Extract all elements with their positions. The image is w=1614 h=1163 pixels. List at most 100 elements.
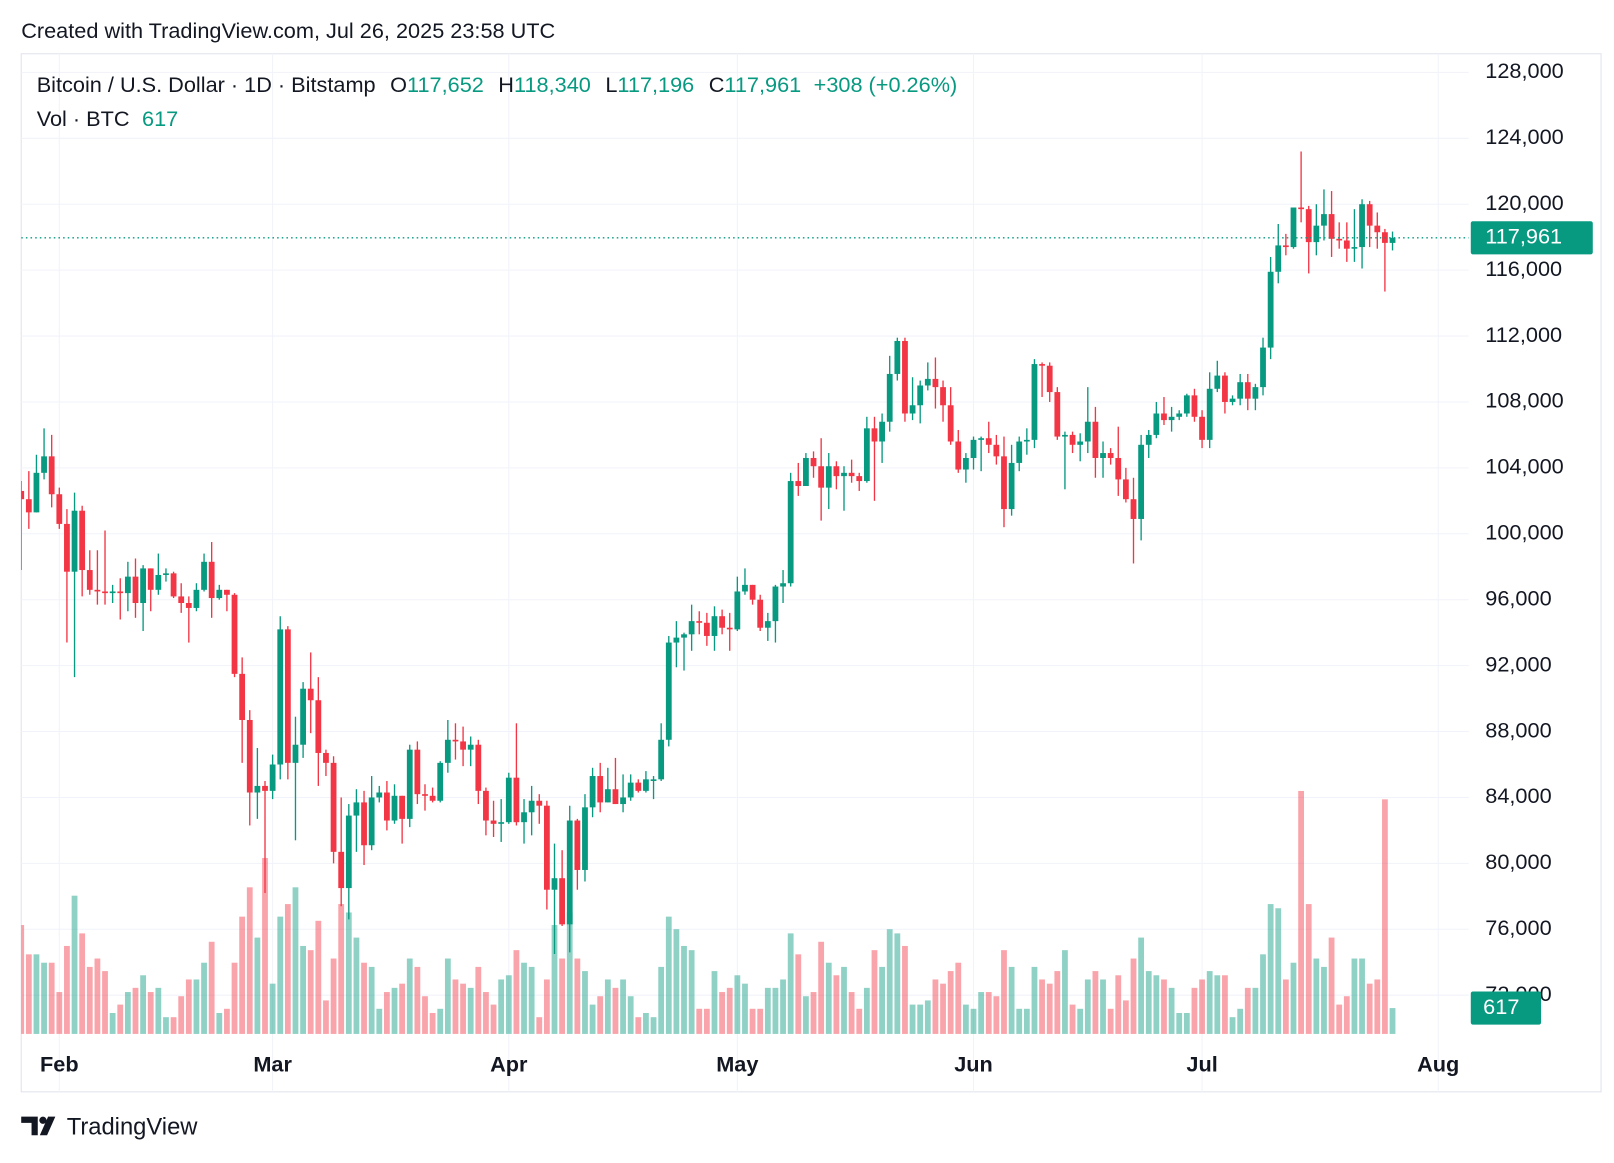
- candle-body: [1267, 271, 1274, 348]
- candle-body: [384, 792, 390, 821]
- volume-bar: [1168, 987, 1175, 1034]
- candle-body: [841, 472, 847, 477]
- candle-body: [1260, 347, 1266, 388]
- candle-body: [64, 523, 70, 572]
- volume-bar: [246, 887, 253, 1034]
- candle-body: [612, 789, 619, 805]
- volume-bar: [871, 950, 878, 1034]
- candle-body: [25, 499, 32, 513]
- candle-body: [1145, 434, 1152, 445]
- candle-body: [1115, 457, 1122, 480]
- candle-body: [41, 456, 47, 473]
- candle-body: [749, 584, 756, 600]
- candle-body: [56, 494, 63, 524]
- candle-body: [79, 510, 86, 571]
- candle-body: [1054, 392, 1061, 437]
- volume-bar: [1100, 979, 1106, 1034]
- candle-body: [780, 583, 786, 587]
- volume-bar: [86, 966, 93, 1034]
- volume-bar: [1290, 962, 1297, 1034]
- volume-bar: [787, 933, 794, 1034]
- candle-body: [742, 584, 748, 592]
- volume-bar: [909, 1004, 916, 1034]
- candle-body: [163, 573, 169, 575]
- candle-body: [1244, 382, 1251, 399]
- candle-body: [178, 596, 185, 604]
- candle-body: [330, 762, 337, 852]
- volume-bar: [902, 945, 908, 1034]
- candle-body: [734, 591, 741, 630]
- candle-body: [429, 795, 436, 801]
- candle-body: [1153, 413, 1160, 435]
- candle-body: [582, 807, 588, 870]
- chart-frame: [20, 53, 1602, 1093]
- volume-bar: [985, 992, 992, 1034]
- candle-body: [1107, 453, 1114, 458]
- y-tick-label: 88,000: [1485, 717, 1551, 742]
- candle-body: [924, 378, 931, 386]
- volume-bar: [1122, 1000, 1129, 1034]
- y-tick-label: 120,000: [1485, 190, 1563, 215]
- candle-body: [650, 779, 657, 781]
- volume-bar: [1092, 971, 1099, 1034]
- volume-bar: [620, 979, 626, 1034]
- candle-body: [391, 795, 398, 821]
- candle-body: [109, 591, 116, 594]
- volume-bar: [1062, 950, 1068, 1034]
- volume-bar: [239, 916, 246, 1034]
- volume-bar: [528, 966, 535, 1034]
- candle-body: [970, 439, 977, 458]
- volume-bar: [483, 992, 489, 1034]
- candle-body: [231, 594, 238, 674]
- volume-bar: [863, 987, 870, 1034]
- candle-body: [1008, 462, 1015, 510]
- volume-bar: [269, 983, 276, 1034]
- candle-body: [71, 510, 78, 572]
- volume-bar: [566, 912, 573, 1034]
- candle-body: [1343, 240, 1350, 249]
- volume-bar: [208, 941, 215, 1034]
- brand-logo: TradingView: [21, 1113, 198, 1140]
- volume-bar: [307, 950, 314, 1034]
- volume-bar: [848, 992, 855, 1034]
- candle-body: [1229, 398, 1236, 402]
- volume-bar: [1183, 1012, 1190, 1034]
- candle-body: [940, 387, 946, 406]
- candle-body: [810, 457, 817, 467]
- candle-body: [1100, 453, 1106, 458]
- volume-bar: [1260, 954, 1266, 1034]
- volume-bar: [734, 975, 741, 1034]
- candle-body: [643, 779, 649, 791]
- candle-body: [688, 621, 695, 635]
- candle-body: [170, 573, 177, 597]
- candle-body: [292, 744, 299, 763]
- volume-bar: [361, 962, 367, 1034]
- volume-bar: [1153, 975, 1160, 1034]
- y-tick-label: 100,000: [1485, 520, 1563, 545]
- volume-title: Vol · BTC: [37, 106, 130, 131]
- volume-bar: [1161, 979, 1167, 1034]
- volume-bar: [1229, 1017, 1236, 1034]
- volume-bar: [1176, 1012, 1183, 1034]
- y-tick-label: 80,000: [1485, 849, 1551, 874]
- grid: [21, 53, 1469, 1092]
- candle-body: [879, 421, 885, 442]
- candle-body: [1351, 247, 1358, 249]
- volume-bar: [772, 987, 779, 1034]
- candle-body: [86, 570, 93, 590]
- candle-body: [1046, 365, 1053, 393]
- candle-body: [1214, 375, 1221, 389]
- candle-body: [1252, 387, 1259, 399]
- volume-bar: [627, 996, 634, 1034]
- volume-bar: [185, 979, 192, 1034]
- volume-bar: [498, 979, 505, 1034]
- volume-bar: [71, 895, 78, 1034]
- candle-body: [239, 673, 246, 721]
- volume-bar: [589, 1004, 596, 1034]
- volume-bar: [414, 966, 421, 1034]
- volume-tag-label: 617: [1483, 994, 1519, 1019]
- volume-bar: [231, 962, 238, 1034]
- candle-body: [254, 785, 261, 793]
- candle-body: [1001, 456, 1007, 510]
- volume-bar: [1008, 966, 1015, 1034]
